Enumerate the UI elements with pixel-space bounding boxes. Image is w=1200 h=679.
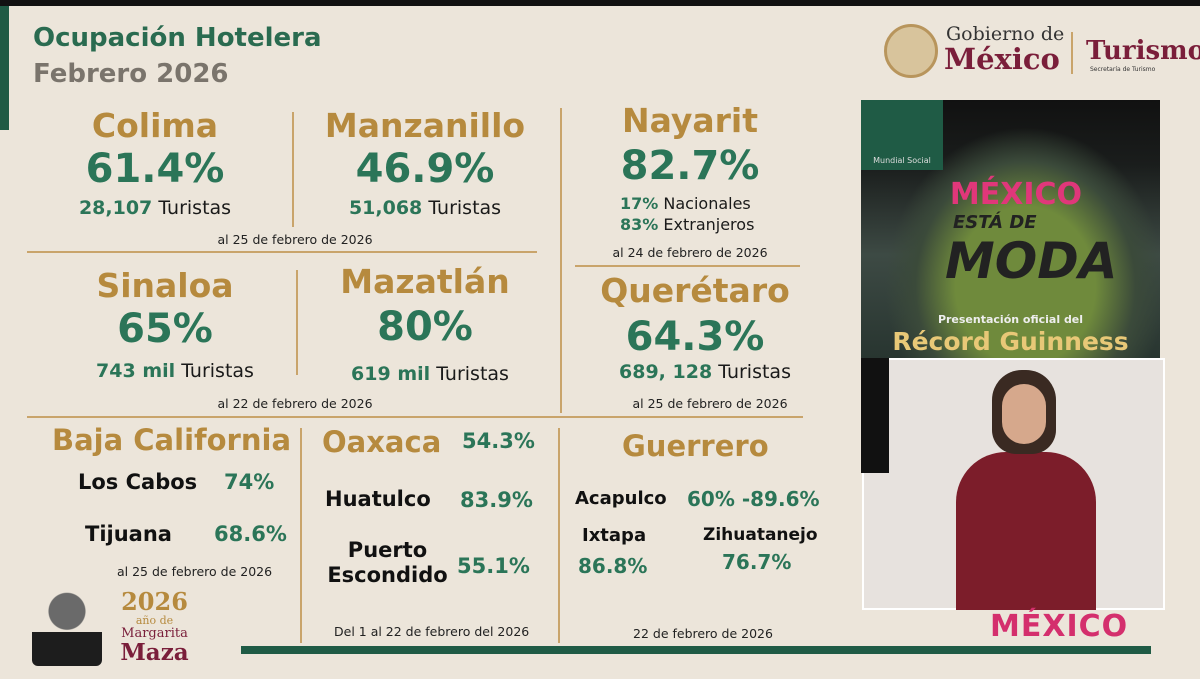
page-title: Ocupación Hotelera <box>33 23 322 53</box>
huatulco-pct: 83.9% <box>460 488 533 512</box>
nac-label: Nacionales <box>663 194 751 213</box>
mazatlan-pct: 80% <box>377 304 473 350</box>
interpreter-face <box>1002 384 1046 444</box>
mazatlan-label: Turistas <box>436 363 509 385</box>
sinaloa-pct: 65% <box>117 306 213 352</box>
manzanillo-tourists: 51,068 Turistas <box>310 197 540 220</box>
tijuana-pct: 68.6% <box>214 522 287 546</box>
colima-name: Colima <box>91 106 219 145</box>
colima-label: Turistas <box>158 197 232 219</box>
gob-line1: Gobierno de <box>946 23 1065 45</box>
logo-divider <box>1071 32 1073 74</box>
acapulco-city: Acapulco <box>575 488 667 509</box>
oaxaca-pct: 54.3% <box>462 429 535 453</box>
loscabos-city: Los Cabos <box>78 470 198 494</box>
sinaloa-tourists: 743 mil Turistas <box>60 360 290 383</box>
colima-pct: 61.4% <box>85 146 225 192</box>
margarita-portrait-icon <box>32 590 102 666</box>
ext-pct: 83% <box>620 215 659 234</box>
sinaloa-name: Sinaloa <box>96 266 234 305</box>
divider <box>575 265 800 267</box>
manzanillo-num: 51,068 <box>348 197 423 219</box>
divider <box>560 108 562 413</box>
date-nayarit: al 24 de febrero de 2026 <box>612 245 768 260</box>
date-colima: al 25 de febrero de 2026 <box>217 232 373 247</box>
nayarit-name: Nayarit <box>621 101 758 140</box>
ixtapa-city: Ixtapa <box>582 525 647 546</box>
nayarit-nacionales: 17% Nacionales <box>620 194 751 213</box>
sinaloa-label: Turistas <box>181 360 254 382</box>
huatulco-city: Huatulco <box>325 487 431 511</box>
gob-line2: México <box>944 42 1060 76</box>
queretaro-name: Querétaro <box>600 271 790 310</box>
divider <box>27 251 537 253</box>
sinaloa-num: 743 mil <box>96 360 176 382</box>
baja-name: Baja California <box>52 423 292 457</box>
queretaro-label: Turistas <box>718 361 791 383</box>
divider <box>558 428 560 643</box>
mazatlan-num: 619 mil <box>351 363 431 385</box>
footer-brand-logo: MÉXICO <box>990 609 1129 644</box>
zihuatanejo-city: Zihuatanejo <box>703 525 818 545</box>
coat-of-arms-icon <box>884 24 938 78</box>
date-sinaloa: al 22 de febrero de 2026 <box>217 396 373 411</box>
margarita-year: 2026 <box>121 587 188 616</box>
escondido-city: Puerto Escondido <box>327 538 448 587</box>
sign-language-video[interactable] <box>862 358 1165 610</box>
date-baja: al 25 de febrero de 2026 <box>117 564 273 579</box>
loscabos-pct: 74% <box>224 470 275 494</box>
poster-image: Mundial Social MÉXICO ESTÁ DE MODA Prese… <box>861 100 1160 358</box>
date-oaxaca: Del 1 al 22 de febrero del 2026 <box>334 624 530 639</box>
nayarit-extranjeros: 83% Extranjeros <box>620 215 755 234</box>
mazatlan-name: Mazatlán <box>340 262 510 301</box>
queretaro-pct: 64.3% <box>625 314 765 360</box>
poster-tag1: ESTÁ DE <box>953 212 1037 233</box>
queretaro-num: 689, 128 <box>619 361 713 383</box>
footer-green-bar <box>241 646 1151 654</box>
accent-bar <box>0 6 9 130</box>
nayarit-pct: 82.7% <box>620 143 760 189</box>
guerrero-name: Guerrero <box>622 429 769 463</box>
acapulco-pct: 60% -89.6% <box>687 487 820 511</box>
poster-title: Récord Guinness <box>892 327 1129 356</box>
manzanillo-pct: 46.9% <box>355 146 495 192</box>
turismo-sub: Secretaría de Turismo <box>1090 66 1156 73</box>
manzanillo-name: Manzanillo <box>324 106 526 145</box>
interpreter-body <box>956 452 1096 610</box>
nac-pct: 17% <box>620 194 659 213</box>
zihuatanejo-pct: 76.7% <box>722 550 792 574</box>
colima-tourists: 28,107 Turistas <box>40 197 270 220</box>
divider <box>296 270 298 375</box>
queretaro-tourists: 689, 128 Turistas <box>590 361 820 384</box>
turismo-label: Turismo <box>1086 36 1200 66</box>
poster-brand: MÉXICO <box>949 177 1083 212</box>
colima-num: 28,107 <box>78 197 153 219</box>
escondido-pct: 55.1% <box>457 554 530 578</box>
margarita-line2: Margarita <box>121 626 188 641</box>
margarita-line3: Maza <box>120 639 189 666</box>
ixtapa-pct: 86.8% <box>578 554 648 578</box>
mazatlan-tourists: 619 mil Turistas <box>315 363 545 386</box>
date-queretaro: al 25 de febrero de 2026 <box>632 396 788 411</box>
divider <box>300 428 302 643</box>
poster-sub: Presentación oficial del <box>937 313 1084 326</box>
date-guerrero: 22 de febrero de 2026 <box>633 626 773 641</box>
ext-label: Extranjeros <box>663 215 755 234</box>
divider <box>292 112 294 227</box>
manzanillo-label: Turistas <box>428 197 502 219</box>
mundial-social-badge: Mundial Social <box>861 100 943 170</box>
tijuana-city: Tijuana <box>85 522 172 546</box>
oaxaca-name: Oaxaca <box>322 425 442 459</box>
top-bar <box>0 0 1200 6</box>
page-subtitle: Febrero 2026 <box>33 59 229 89</box>
badge-label: Mundial Social <box>873 156 931 165</box>
poster-tag2: MODA <box>945 232 1118 290</box>
margarita-line1: año de <box>135 614 174 627</box>
dark-edge <box>861 358 889 473</box>
divider <box>27 416 803 418</box>
